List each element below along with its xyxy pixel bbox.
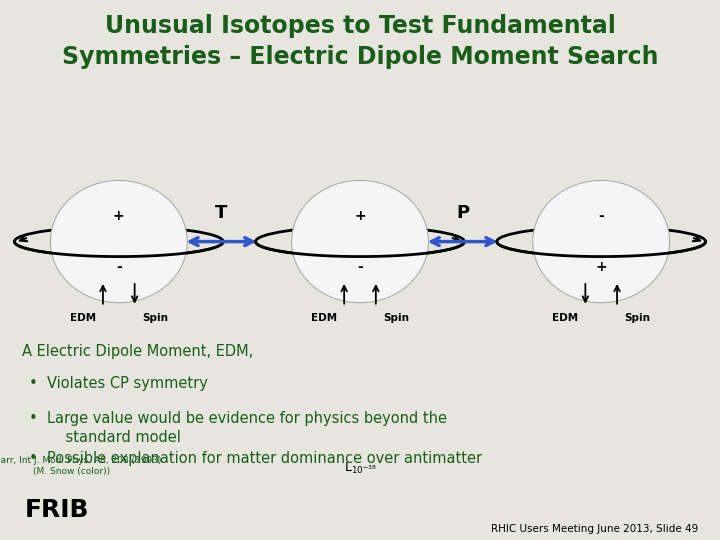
Text: -: - xyxy=(357,260,363,274)
Text: A Electric Dipole Moment, EDM,: A Electric Dipole Moment, EDM, xyxy=(22,344,253,359)
Text: EDM: EDM xyxy=(311,313,337,322)
Ellipse shape xyxy=(305,193,415,291)
Text: +: + xyxy=(113,209,125,223)
Text: FRIB: FRIB xyxy=(25,498,90,522)
Ellipse shape xyxy=(534,181,669,302)
Ellipse shape xyxy=(78,205,160,278)
Text: •: • xyxy=(29,450,37,465)
Ellipse shape xyxy=(51,181,186,302)
Text: EDM: EDM xyxy=(552,313,578,322)
Text: •: • xyxy=(29,411,37,426)
Ellipse shape xyxy=(574,217,629,266)
Text: P: P xyxy=(456,204,469,222)
Text: +: + xyxy=(354,209,366,223)
Ellipse shape xyxy=(50,180,187,303)
Text: T: T xyxy=(215,204,228,222)
Text: Spin: Spin xyxy=(142,313,168,322)
Text: Large value would be evidence for physics beyond the
    standard model: Large value would be evidence for physic… xyxy=(47,411,447,446)
Text: RHIC Users Meeting June 2013, Slide 49: RHIC Users Meeting June 2013, Slide 49 xyxy=(491,524,698,534)
Text: +: + xyxy=(595,260,607,274)
Ellipse shape xyxy=(546,193,656,291)
Ellipse shape xyxy=(292,181,428,302)
Ellipse shape xyxy=(91,217,146,266)
Ellipse shape xyxy=(292,180,428,303)
Ellipse shape xyxy=(105,230,132,254)
Ellipse shape xyxy=(333,217,387,266)
Ellipse shape xyxy=(560,205,642,278)
Text: S. Barr, Int J. Mod. Phys. A8, 208 (1993)
(M. Snow (color)): S. Barr, Int J. Mod. Phys. A8, 208 (1993… xyxy=(0,456,161,476)
Text: Spin: Spin xyxy=(624,313,650,322)
Ellipse shape xyxy=(346,230,374,254)
Ellipse shape xyxy=(588,230,615,254)
Text: -: - xyxy=(598,209,604,223)
Text: -: - xyxy=(116,260,122,274)
Text: $\mathsf{L}_{10^{-38}}$: $\mathsf{L}_{10^{-38}}$ xyxy=(343,461,377,476)
Text: Spin: Spin xyxy=(383,313,409,322)
Text: Possible explanation for matter dominance over antimatter: Possible explanation for matter dominanc… xyxy=(47,450,482,465)
Text: EDM: EDM xyxy=(70,313,96,322)
Text: Violates CP symmetry: Violates CP symmetry xyxy=(47,376,207,390)
Ellipse shape xyxy=(319,205,401,278)
Ellipse shape xyxy=(64,193,174,291)
Text: •: • xyxy=(29,376,37,390)
Ellipse shape xyxy=(533,180,670,303)
Text: Unusual Isotopes to Test Fundamental
Symmetries – Electric Dipole Moment Search: Unusual Isotopes to Test Fundamental Sym… xyxy=(62,14,658,69)
